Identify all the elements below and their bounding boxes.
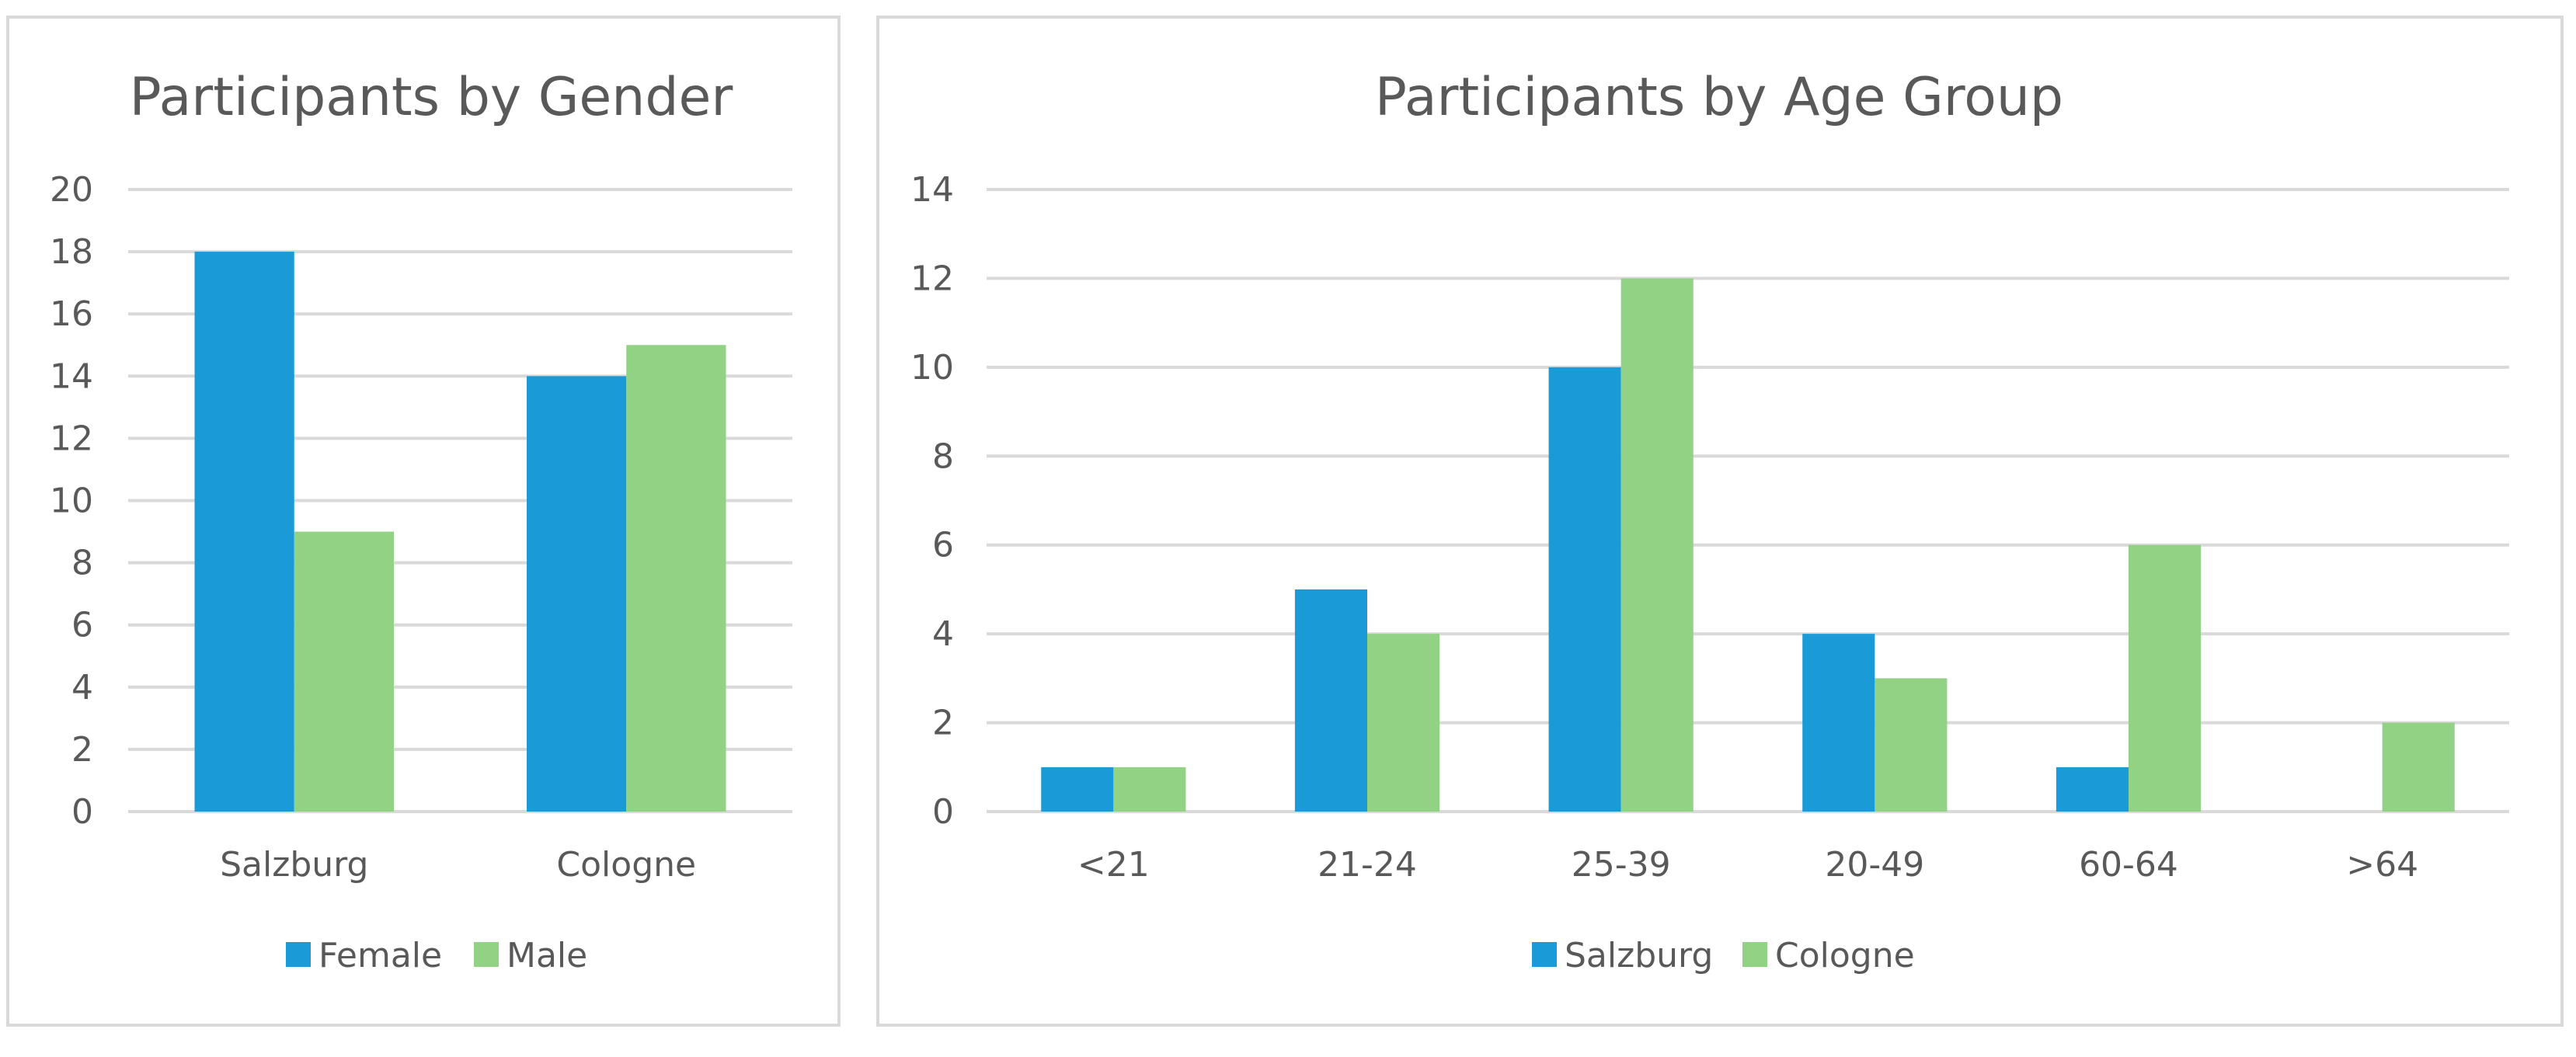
bar-gender-female-1 <box>527 376 627 812</box>
chart-age-y-tick-label: 8 <box>932 436 954 476</box>
chart-age-y-tick-label: 14 <box>910 170 954 210</box>
bar-age-cologne-1 <box>1367 634 1440 812</box>
chart-gender-y-tick-label: 6 <box>71 606 93 645</box>
chart-age-category-label: >64 <box>2346 845 2418 885</box>
chart-age-y-tick-label: 10 <box>910 348 954 388</box>
bar-gender-male-0 <box>294 531 394 812</box>
chart-age-y-tick-label: 2 <box>932 704 954 743</box>
chart-gender-categories: Salzburg Cologne <box>220 845 696 885</box>
chart-gender-bars <box>194 252 726 812</box>
bar-age-salzburg-1 <box>1294 589 1367 812</box>
chart-age-frame <box>876 16 2564 1027</box>
chart-age-group: Participants by Age Group 0 2 4 6 8 10 12 14 <2… <box>876 16 2564 1027</box>
bar-age-cologne-3 <box>1875 678 1948 812</box>
legend-label-salzburg: Salzburg <box>1565 936 1713 975</box>
bar-age-cologne-4 <box>2129 544 2202 812</box>
chart-age-y-tick-label: 12 <box>910 259 954 298</box>
chart-gender-y-tick-label: 14 <box>50 356 93 396</box>
chart-gender-y-tick-label: 0 <box>71 792 93 832</box>
bar-age-salzburg-0 <box>1041 767 1114 812</box>
chart-age-y-tick-label: 6 <box>932 526 954 565</box>
chart-gender: Participants by Gender 0 2 4 6 8 10 12 14 16 18 20… <box>6 16 841 1027</box>
chart-age-category-label: 25-39 <box>1572 845 1671 885</box>
chart-gender-y-tick-label: 16 <box>50 294 93 334</box>
chart-age-gridlines <box>987 188 2509 813</box>
chart-age-y-tick-label: 0 <box>932 792 954 832</box>
chart-gender-y-tick-label: 20 <box>50 170 93 210</box>
chart-gender-y-tick-label: 4 <box>71 668 93 708</box>
chart-gender-y-tick-label: 2 <box>71 730 93 770</box>
legend-label-cologne: Cologne <box>1775 936 1915 975</box>
chart-gender-y-tick-label: 18 <box>50 232 93 272</box>
chart-age-category-label: 60-64 <box>2079 845 2178 885</box>
chart-gender-y-tick-label: 10 <box>50 482 93 521</box>
bar-age-cologne-2 <box>1620 278 1694 812</box>
bar-gender-male-1 <box>626 345 726 812</box>
chart-age-y-ticks: 0 2 4 6 8 10 12 14 <box>910 170 954 832</box>
chart-age-categories: <21 21-24 25-39 20-49 60-64 >64 <box>1077 845 2418 885</box>
bar-gender-female-0 <box>194 252 294 812</box>
chart-age-bars <box>1041 278 2455 812</box>
chart-gender-title: Participants by Gender <box>130 67 733 128</box>
chart-gender-y-ticks: 0 2 4 6 8 10 12 14 16 18 20 <box>50 170 93 832</box>
bar-age-cologne-5 <box>2382 722 2455 812</box>
chart-age-y-tick-label: 4 <box>932 614 954 654</box>
legend-swatch-cologne <box>1742 942 1767 967</box>
chart-gender-y-tick-label: 8 <box>71 544 93 583</box>
bar-age-cologne-0 <box>1113 767 1186 812</box>
bar-age-salzburg-4 <box>2056 767 2129 812</box>
bar-age-salzburg-3 <box>1802 634 1875 812</box>
legend-swatch-salzburg <box>1532 942 1557 967</box>
chart-age-category-label: <21 <box>1077 845 1150 885</box>
chart-gender-legend: Female Male <box>286 936 587 975</box>
chart-gender-category-label: Salzburg <box>220 845 368 885</box>
chart-age-title: Participants by Age Group <box>1375 67 2063 128</box>
legend-label-male: Male <box>506 936 587 975</box>
legend-label-female: Female <box>319 936 442 975</box>
chart-age-category-label: 21-24 <box>1318 845 1417 885</box>
chart-age-legend: Salzburg Cologne <box>1532 936 1915 975</box>
legend-swatch-male <box>474 942 499 967</box>
chart-age-category-label: 20-49 <box>1825 845 1924 885</box>
bar-age-salzburg-2 <box>1548 367 1621 812</box>
legend-swatch-female <box>286 942 311 967</box>
chart-gender-category-label: Cologne <box>556 845 696 885</box>
chart-gender-y-tick-label: 12 <box>50 419 93 458</box>
